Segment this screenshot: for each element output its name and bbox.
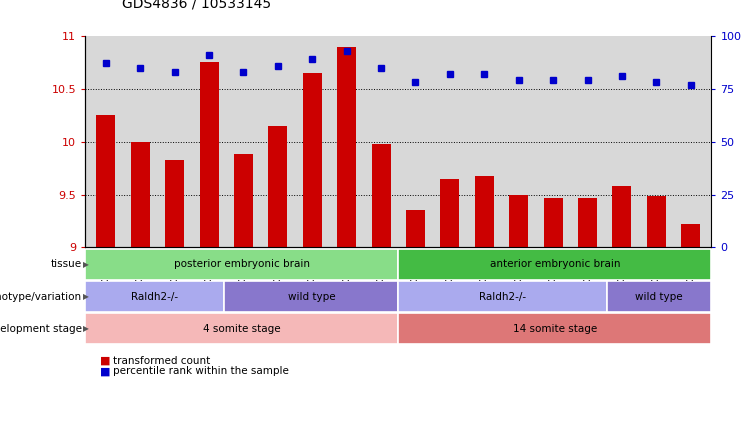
Text: ■: ■: [100, 366, 110, 376]
Bar: [85, 249, 399, 280]
Bar: [578, 198, 597, 247]
Bar: [607, 281, 711, 312]
Bar: [96, 115, 116, 247]
Bar: [372, 144, 391, 247]
Bar: [337, 47, 356, 247]
Text: 14 somite stage: 14 somite stage: [513, 324, 597, 334]
Bar: [199, 63, 219, 247]
Text: percentile rank within the sample: percentile rank within the sample: [113, 366, 289, 376]
Text: posterior embryonic brain: posterior embryonic brain: [173, 259, 310, 269]
Text: Raldh2-/-: Raldh2-/-: [131, 291, 179, 302]
Text: Raldh2-/-: Raldh2-/-: [479, 291, 526, 302]
Text: anterior embryonic brain: anterior embryonic brain: [490, 259, 620, 269]
Text: transformed count: transformed count: [113, 356, 210, 366]
Bar: [399, 281, 607, 312]
Text: development stage: development stage: [0, 324, 82, 334]
Bar: [440, 179, 459, 247]
Bar: [681, 224, 700, 247]
Bar: [399, 249, 711, 280]
Text: wild type: wild type: [635, 291, 683, 302]
Text: wild type: wild type: [288, 291, 335, 302]
Bar: [406, 211, 425, 247]
Bar: [647, 196, 665, 247]
Text: ▶: ▶: [83, 324, 89, 333]
Bar: [268, 126, 288, 247]
Bar: [509, 195, 528, 247]
Bar: [544, 198, 562, 247]
Bar: [165, 160, 184, 247]
Text: ▶: ▶: [83, 292, 89, 301]
Bar: [85, 281, 225, 312]
Text: ■: ■: [100, 356, 110, 366]
Bar: [399, 313, 711, 344]
Text: tissue: tissue: [50, 259, 82, 269]
Bar: [225, 281, 399, 312]
Bar: [303, 73, 322, 247]
Text: genotype/variation: genotype/variation: [0, 291, 82, 302]
Text: ▶: ▶: [83, 260, 89, 269]
Text: 4 somite stage: 4 somite stage: [203, 324, 281, 334]
Bar: [475, 176, 494, 247]
Bar: [613, 186, 631, 247]
Bar: [85, 313, 399, 344]
Text: GDS4836 / 10533145: GDS4836 / 10533145: [122, 0, 271, 11]
Bar: [131, 142, 150, 247]
Bar: [234, 154, 253, 247]
